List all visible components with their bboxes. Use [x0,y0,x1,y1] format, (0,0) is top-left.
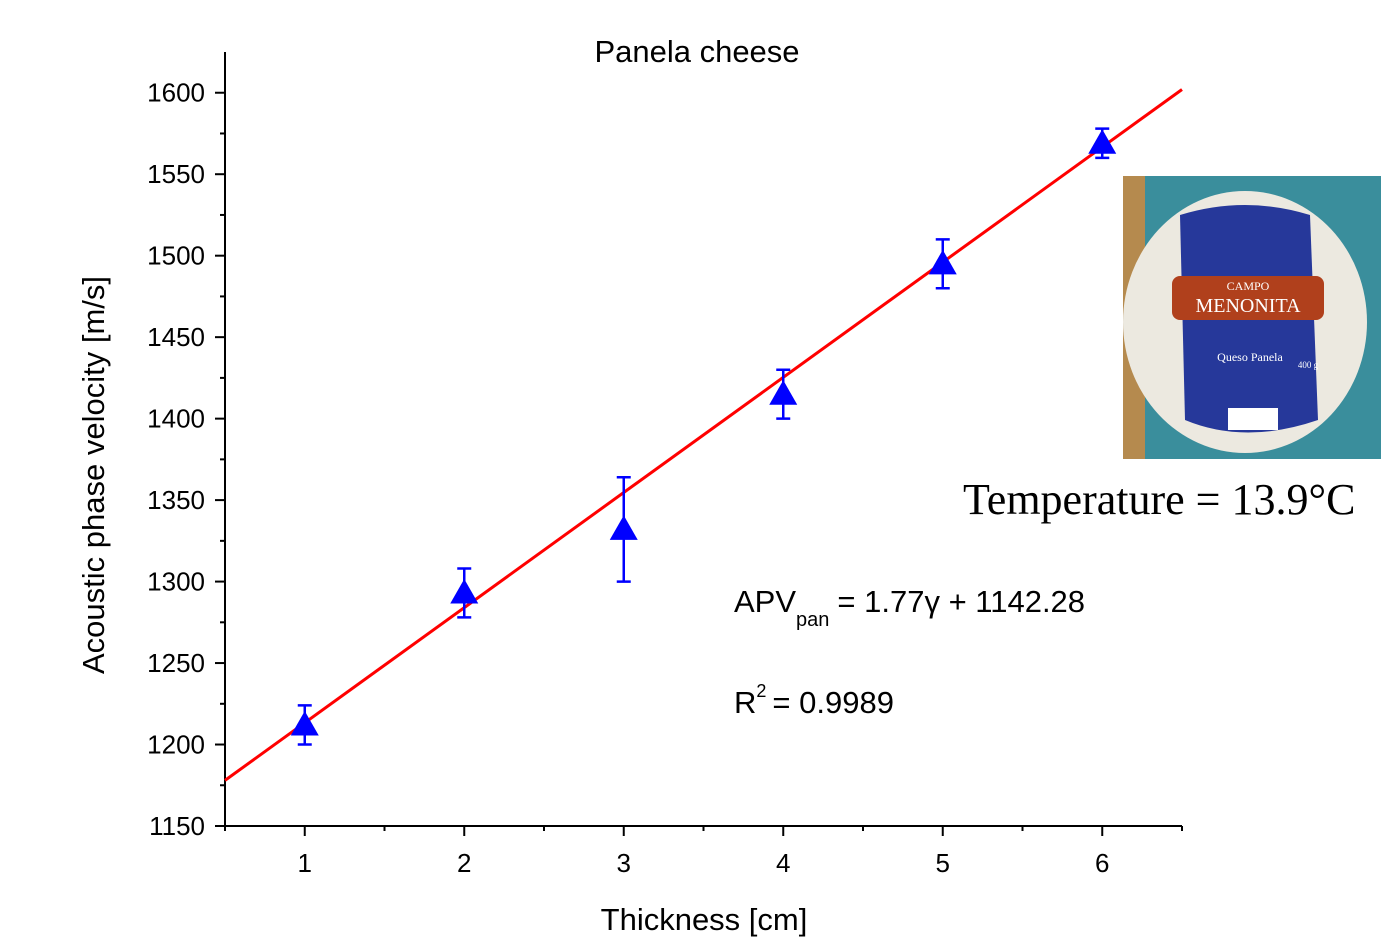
data-point [609,515,638,540]
y-tick-label: 1300 [147,567,205,597]
y-tick-label: 1400 [147,404,205,434]
r-squared-lhs: R [734,685,756,720]
barcode [1228,408,1278,430]
equation: APVpan = 1.77γ + 1142.28 [734,584,1085,631]
x-tick-label: 6 [1095,848,1109,878]
data-point [290,710,319,736]
y-tick-label: 1350 [147,485,205,515]
data-point [1088,129,1117,154]
x-tick-label: 5 [936,848,950,878]
data-point [450,578,479,604]
y-tick-label: 1450 [147,322,205,352]
y-tick-label: 1550 [147,159,205,189]
logo [1172,276,1324,320]
temperature-note: Temperature = 13.9°C [963,475,1355,524]
y-axis-label: Acoustic phase velocity [m/s] [76,276,111,674]
equation-lhs: APV [734,584,796,619]
r-squared: R2 = 0.9989 [734,681,894,720]
chart-title: Panela cheese [594,34,799,69]
y-tick-label: 1600 [147,78,205,108]
x-tick-label: 3 [617,848,631,878]
y-tick-label: 1200 [147,730,205,760]
image-text: Queso Panela [1217,350,1283,364]
y-tick-label: 1150 [149,811,205,841]
r-squared-superscript: 2 [756,681,766,701]
x-tick-label: 2 [457,848,471,878]
equation-subscript: pan [796,609,829,631]
data-point [769,380,798,405]
equation-rhs: = 1.77γ + 1142.28 [837,584,1085,619]
x-axis-label: Thickness [cm] [601,902,808,937]
image-text: CAMPO [1227,279,1270,293]
image-text: MENONITA [1195,295,1301,317]
x-tick-label: 1 [298,848,312,878]
r-squared-rhs: = 0.9989 [772,685,894,720]
x-tick-label: 4 [776,848,790,878]
y-tick-label: 1250 [147,648,205,678]
fit-line [224,88,1183,782]
data-point [928,249,957,275]
y-tick-label: 1500 [147,241,205,271]
cheese-photo: CAMPO MENONITA Queso Panela 400 g [1123,176,1381,459]
image-text: 400 g [1298,360,1319,370]
